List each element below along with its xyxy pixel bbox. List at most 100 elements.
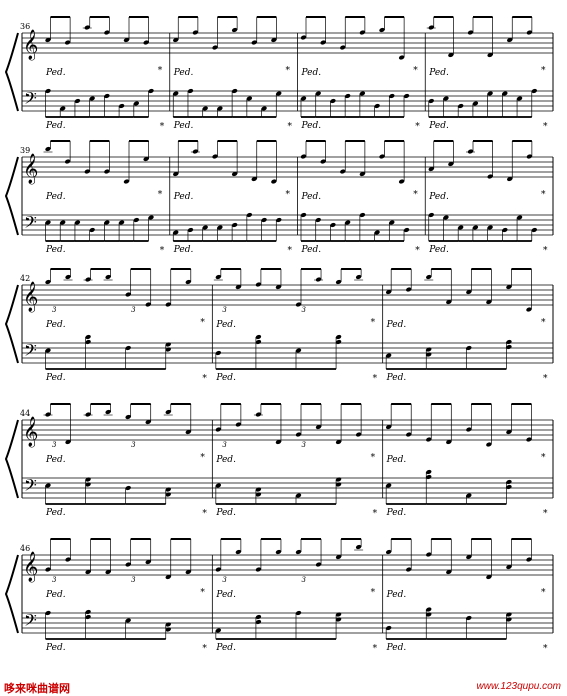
pedal-release-mark: * [371,318,376,328]
pedal-release-mark: * [202,374,207,384]
note-head [85,569,91,575]
staff-system: 44𝄞 𝄢 3 3 Ped. * Ped. * 3 3 Ped. * Ped. * Ped. * Ped. * [4,403,554,519]
note-head [85,277,91,282]
triplet-mark: 3 [52,441,57,449]
note-head [85,477,91,482]
note-head [335,612,342,617]
note-head [60,220,66,225]
note-head [64,40,71,45]
note-head [300,96,307,101]
note-head [255,487,262,492]
note-head [235,549,242,555]
note-head [125,292,131,297]
note-head [355,544,362,550]
pedal-release-mark: * [415,122,420,132]
note-head [246,96,253,101]
brace [4,156,19,236]
pedal-release-mark: * [543,644,548,654]
note-head [295,302,302,307]
note-head [45,220,51,225]
note-head [187,88,194,94]
pedal-mark: Ped. [386,373,407,383]
note-head [45,348,51,353]
note-head [276,91,282,96]
note-head [275,439,282,445]
note-head [74,98,81,104]
pedal-mark: Ped. [215,320,236,330]
pedal-mark: Ped. [386,643,407,653]
note-head [320,40,326,45]
note-head [295,348,302,353]
note-head [84,25,90,30]
note-head [235,284,242,290]
pedal-mark: Ped. [301,245,322,255]
pedal-release-mark: * [160,246,165,256]
note-head [202,106,208,111]
note-head [426,612,432,617]
note-head [448,52,454,58]
pedal-mark: Ped. [301,121,322,131]
measure-number: 39 [20,146,30,155]
note-head [385,353,392,358]
brace [4,554,19,634]
pedal-release-mark: * [373,509,378,519]
note-head [165,347,171,352]
bass-clef-icon: 𝄢 [24,475,37,499]
note-head [143,156,149,162]
pedal-release-mark: * [286,190,291,200]
note-head [506,344,512,350]
note-head [165,492,171,497]
note-head [335,339,342,345]
note-head [506,339,512,345]
triplet-mark: 3 [131,306,136,314]
note-head [516,215,523,220]
note-head [466,554,472,560]
note-head [202,225,208,230]
note-head [486,574,492,580]
pedal-release-mark: * [160,122,165,132]
note-head [261,217,267,223]
note-head [89,96,95,101]
note-head [506,479,512,485]
note-head [428,25,434,30]
note-head [374,230,380,235]
note-head [104,30,110,35]
note-head [486,442,492,447]
site-name[interactable]: 哆来咪曲谱网 [4,682,70,695]
note-head [251,176,257,182]
staff-system: 42𝄞 𝄢 3 3 Ped. * Ped. * 3 3 Ped. * Ped. * Ped. * Ped. * [4,268,554,384]
note-head [506,617,512,622]
pedal-release-mark: * [543,246,548,256]
pedal-mark: Ped. [45,192,66,202]
triplet-mark: 3 [222,441,227,449]
bass-clef-icon: 𝄢 [24,88,37,112]
note-head [385,483,392,488]
pedal-mark: Ped. [428,245,449,255]
note-head [315,277,322,282]
treble-clef-icon: 𝄞 [23,416,38,448]
note-head [335,279,342,285]
note-head [379,154,385,159]
note-head [428,98,434,104]
note-head [84,169,90,174]
note-head [344,93,351,99]
note-head [165,342,171,347]
note-head [330,98,336,104]
note-head [65,274,71,280]
note-head [526,437,532,442]
note-head [255,334,262,340]
note-head [385,289,392,295]
note-head [428,212,434,218]
site-url[interactable]: www.123qupu.com [476,681,562,692]
pedal-mark: Ped. [45,245,66,255]
measure-number: 46 [20,544,30,553]
note-head [85,334,91,340]
note-head [426,552,432,557]
pedal-mark: Ped. [215,643,236,653]
pedal-release-mark: * [415,246,420,256]
pedal-mark: Ped. [215,590,236,600]
note-head [123,37,130,43]
note-head [428,166,434,172]
note-head [246,212,253,218]
note-head [335,477,342,482]
